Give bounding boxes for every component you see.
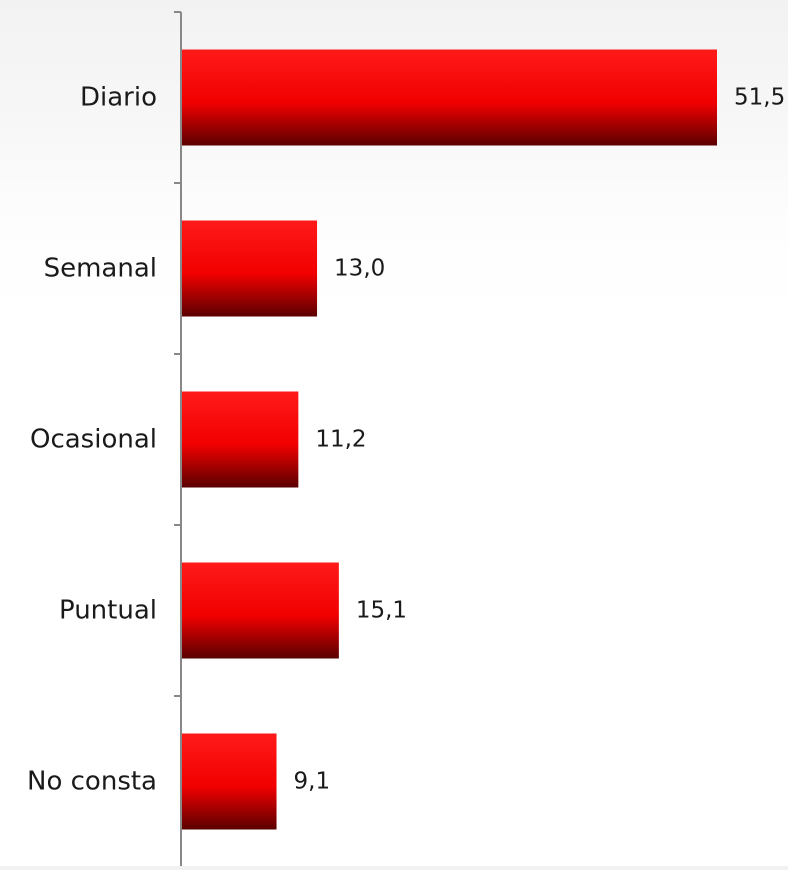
category-label: No consta <box>27 767 157 797</box>
category-label: Diario <box>80 83 157 113</box>
bar <box>182 49 717 146</box>
category-axis <box>174 11 182 866</box>
category-label: Semanal <box>44 254 157 284</box>
bar <box>182 733 277 830</box>
data-label: 51,5 <box>734 85 785 111</box>
bar <box>182 220 318 317</box>
data-label: 13,0 <box>334 256 385 282</box>
data-label: 11,2 <box>315 427 366 453</box>
labels-layer: Diario 51,5 Semanal 13,0 Ocasional 11,2 Puntua… <box>27 83 785 797</box>
bar <box>182 391 299 488</box>
category-label: Ocasional <box>30 425 157 455</box>
category-label: Puntual <box>59 596 157 626</box>
bar <box>182 562 339 659</box>
bars-layer <box>182 49 717 830</box>
data-label: 9,1 <box>294 769 331 795</box>
data-label: 15,1 <box>356 598 407 624</box>
